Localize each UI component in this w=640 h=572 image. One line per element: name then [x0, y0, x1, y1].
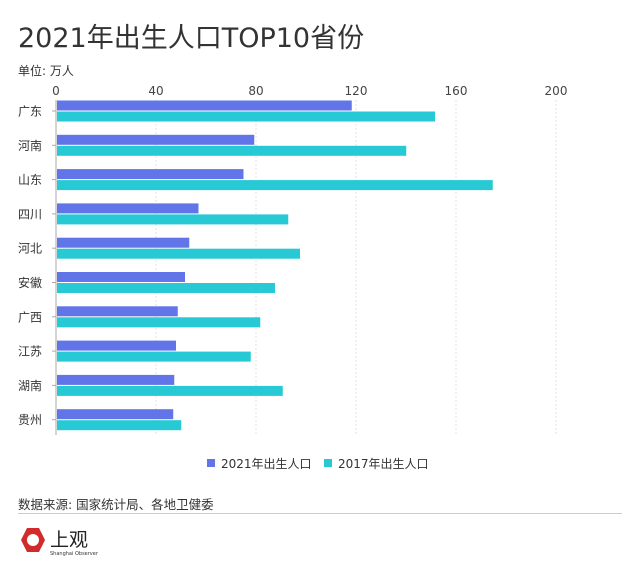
unit-label: 单位: 万人 [18, 64, 74, 78]
bar-2017 [57, 351, 251, 362]
x-tick-label: 80 [248, 84, 263, 98]
bar-2017 [57, 180, 493, 191]
x-tick-label: 160 [445, 84, 468, 98]
y-category-label: 江苏 [18, 345, 42, 359]
bar-2017 [57, 214, 289, 225]
bar-2017 [57, 145, 407, 156]
x-tick-label: 200 [545, 84, 568, 98]
logo-hexagon-icon [21, 528, 45, 552]
source-note: 数据来源: 国家统计局、各地卫健委 [18, 497, 214, 512]
bar-2021 [57, 100, 352, 111]
legend-swatch-0 [207, 459, 215, 467]
y-category-label: 安徽 [18, 275, 42, 290]
x-tick-label: 120 [345, 84, 368, 98]
y-category-label: 广西 [18, 310, 42, 324]
bar-2021 [57, 169, 244, 180]
bar-2021 [57, 374, 175, 385]
legend-label: 2021年出生人口 [221, 457, 312, 471]
x-tick-label: 40 [148, 84, 163, 98]
x-tick-label: 0 [52, 84, 60, 98]
bar-2021 [57, 306, 178, 317]
y-category-label: 贵州 [18, 413, 42, 427]
bar-2021 [57, 272, 185, 282]
bar-2021 [57, 134, 255, 145]
bar-2017 [57, 248, 300, 259]
bar-2021 [57, 203, 199, 214]
bar-2021 [57, 237, 190, 248]
bar-2017 [57, 283, 275, 293]
divider [18, 513, 622, 514]
bar-2021 [57, 340, 176, 351]
logo-text: 上观 [50, 529, 89, 551]
y-category-label: 山东 [18, 173, 42, 187]
legend-swatch-1 [324, 459, 332, 467]
y-category-label: 四川 [18, 207, 42, 221]
logo-subtext: Shanghai Observer [50, 551, 98, 557]
y-category-label: 河南 [18, 138, 42, 153]
legend-label: 2017年出生人口 [338, 457, 429, 471]
bar-2017 [57, 317, 261, 328]
bar-2017 [57, 385, 283, 396]
y-category-label: 河北 [18, 242, 42, 256]
y-category-label: 广东 [18, 105, 42, 119]
y-category-label: 湖南 [18, 378, 42, 393]
bar-2021 [57, 409, 174, 420]
bar-2017 [57, 420, 182, 431]
chart-title: 2021年出生人口TOP10省份 [18, 23, 365, 54]
bar-2017 [57, 111, 435, 122]
